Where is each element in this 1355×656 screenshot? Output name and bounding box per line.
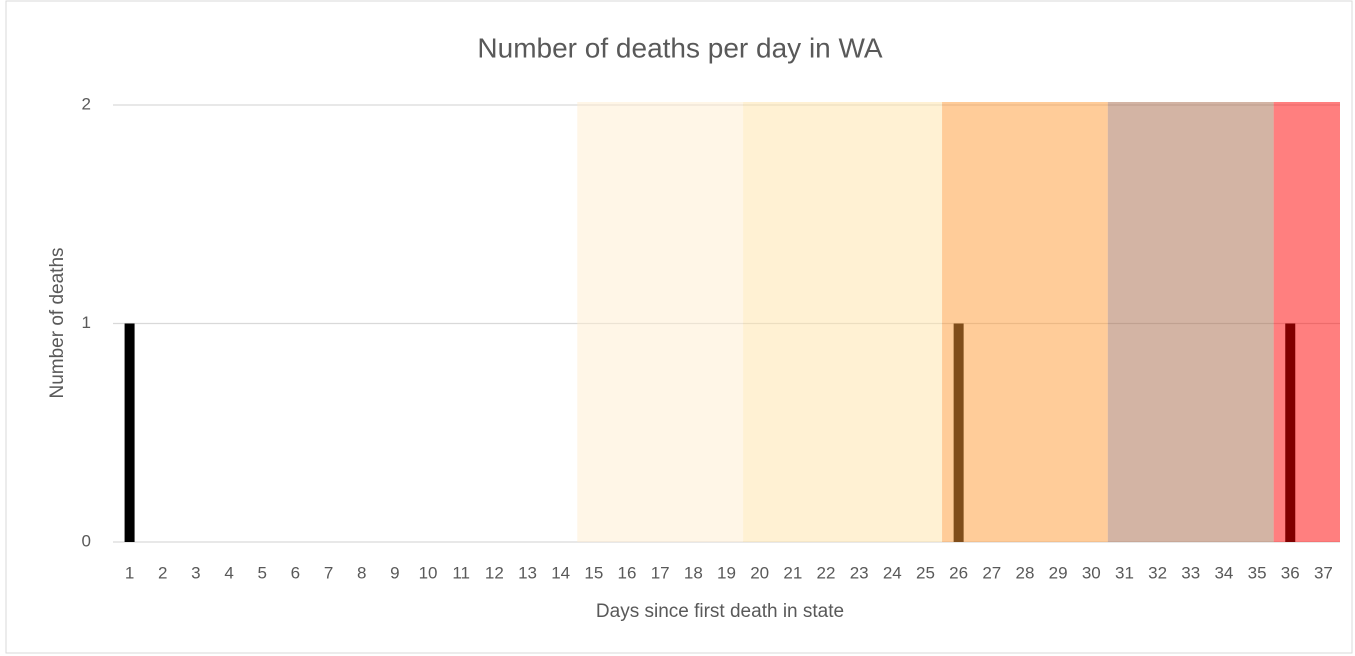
shaded-band [577,102,744,542]
x-tick-label: 24 [883,563,902,582]
x-tick-label: 7 [324,563,333,582]
x-tick-label: 23 [850,563,869,582]
x-tick-label: 1 [125,563,134,582]
x-tick-label: 29 [1049,563,1068,582]
x-tick-label: 30 [1082,563,1101,582]
x-tick-label: 4 [224,563,233,582]
x-tick-label: 34 [1214,563,1233,582]
x-tick-label: 2 [158,563,167,582]
x-tick-label: 8 [357,563,366,582]
x-tick-label: 13 [518,563,537,582]
x-tick-label: 21 [783,563,802,582]
x-tick-label: 31 [1115,563,1134,582]
x-tick-label: 18 [684,563,703,582]
chart-title: Number of deaths per day in WA [477,32,882,63]
x-tick-label: 11 [452,563,470,582]
y-tick-label: 1 [82,313,91,332]
x-tick-label: 37 [1314,563,1333,582]
x-tick-label: 6 [291,563,300,582]
shaded-band [1273,102,1340,542]
x-tick-label: 26 [949,563,968,582]
x-tick-label: 35 [1248,563,1267,582]
x-tick-label: 20 [750,563,769,582]
x-tick-label: 5 [257,563,266,582]
x-tick-label: 36 [1281,563,1300,582]
x-tick-label: 32 [1148,563,1167,582]
x-tick-label: 16 [618,563,637,582]
x-tick-label: 22 [817,563,836,582]
shaded-band [942,102,1108,542]
y-tick-label: 0 [82,531,91,550]
x-tick-label: 19 [717,563,736,582]
x-tick-label: 25 [916,563,935,582]
x-tick-label: 12 [485,563,504,582]
x-tick-label: 15 [584,563,603,582]
y-tick-label: 2 [82,94,91,113]
y-axis-title: Number of deaths [47,247,68,398]
x-tick-label: 10 [419,563,438,582]
shaded-band [1107,102,1274,542]
x-tick-label: 14 [551,563,570,582]
shaded-band [743,102,943,542]
x-tick-label: 27 [982,563,1001,582]
bar [124,323,135,542]
x-tick-label: 33 [1181,563,1200,582]
x-tick-label: 17 [651,563,670,582]
x-tick-label: 3 [191,563,200,582]
x-tick-label: 28 [1015,563,1034,582]
x-tick-label: 9 [390,563,399,582]
x-axis-title: Days since first death in state [596,601,844,622]
